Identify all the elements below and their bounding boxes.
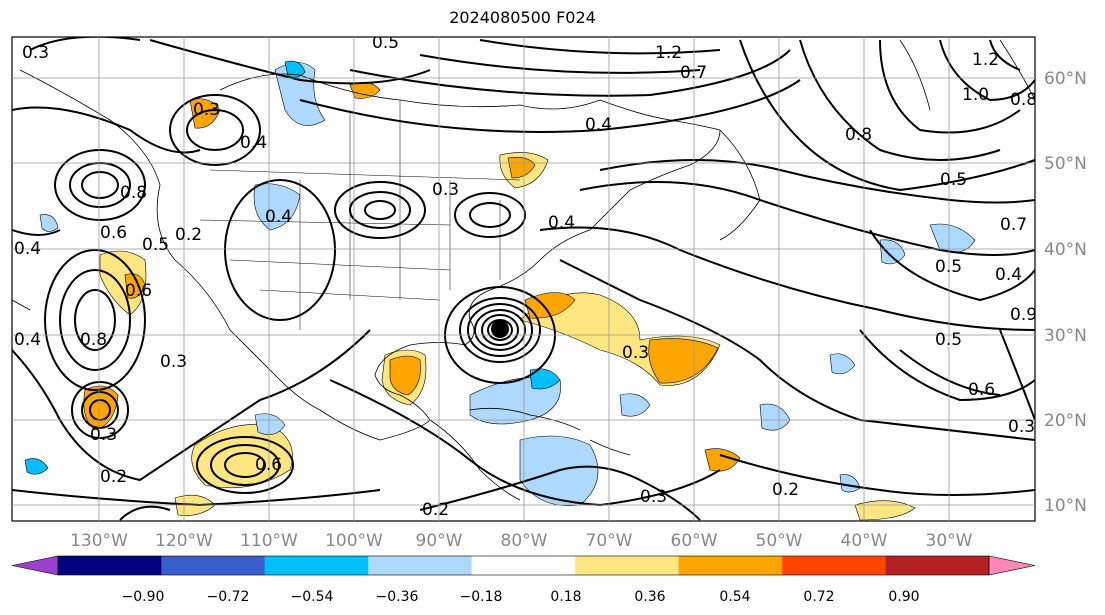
contour-label: 0.4 <box>240 133 267 153</box>
contour-label: 0.4 <box>14 239 41 259</box>
contour-label: 0.6 <box>125 281 152 301</box>
contour-label: 0.2 <box>100 467 127 487</box>
colorbar-segment <box>471 556 576 575</box>
latitude-axis: 60°N 50°N 40°N 30°N 20°N 10°N <box>1044 69 1087 516</box>
colorbar-segment <box>575 556 679 575</box>
colorbar-segment <box>678 556 783 575</box>
contour-label: 0.3 <box>22 43 49 63</box>
colorbar-outline <box>57 555 990 576</box>
lat-label: 30°N <box>1044 326 1087 346</box>
contour-label: 0.6 <box>968 380 995 400</box>
contour-label: 0.3 <box>193 100 220 120</box>
contour-label: 0.3 <box>622 343 649 363</box>
contour-label: 0.7 <box>680 63 707 83</box>
longitude-axis: 130°W 120°W 110°W 100°W 90°W 80°W 70°W 6… <box>70 531 973 551</box>
lon-label: 30°W <box>926 531 973 551</box>
contour-label: 0.4 <box>265 207 292 227</box>
lat-label: 60°N <box>1044 69 1087 89</box>
contour-label: 0.6 <box>255 455 282 475</box>
colorbar-tick-labels: −0.90 −0.72 −0.54 −0.36 −0.18 0.18 0.36 … <box>122 589 920 605</box>
positive-shading <box>83 82 916 521</box>
storm-center-marker <box>491 320 509 338</box>
lon-label: 40°W <box>841 531 888 551</box>
contour-label: 0.4 <box>14 330 41 350</box>
contour-label: 1.2 <box>972 50 999 70</box>
colorbar-segment <box>264 556 369 575</box>
colorbar-tick-label: −0.18 <box>460 589 503 605</box>
contour-label: 0.7 <box>1000 215 1027 235</box>
lon-label: 80°W <box>501 531 548 551</box>
contour-label: 0.4 <box>995 265 1022 285</box>
colorbar-tick-label: −0.36 <box>376 589 419 605</box>
colorbar-arrow-min <box>11 555 59 576</box>
colorbar-tick-label: −0.90 <box>122 589 165 605</box>
contour-label: 0.3 <box>90 425 117 445</box>
contour-label: 0.5 <box>940 170 967 190</box>
colorbar-arrow-max <box>988 555 1036 576</box>
colorbar-tick-label: 0.36 <box>634 589 665 605</box>
lat-label: 50°N <box>1044 154 1087 174</box>
colorbar-segment <box>885 556 989 575</box>
contours <box>12 37 1035 521</box>
contour-label: 0.5 <box>372 33 399 53</box>
contour-label: 0.3 <box>1008 417 1035 437</box>
contour-label: 0.8 <box>120 183 147 203</box>
contour-label: 0.2 <box>175 225 202 245</box>
colorbar <box>11 555 1036 576</box>
map-title: 2024080500 F024 <box>449 8 596 27</box>
colorbar-tick-label: −0.72 <box>207 589 250 605</box>
colorbar-tick-label: 0.18 <box>550 589 581 605</box>
contour-label: 0.5 <box>935 330 962 350</box>
contour-label: 0.3 <box>640 487 667 507</box>
contour-label: 0.2 <box>772 480 799 500</box>
contour-label: 1.0 <box>962 85 989 105</box>
colorbar-segment <box>782 556 886 575</box>
lon-label: 50°W <box>756 531 803 551</box>
colorbar-tick-label: 0.72 <box>803 589 834 605</box>
contour-label: 0.3 <box>432 180 459 200</box>
colorbar-segment <box>368 556 472 575</box>
colorbar-tick-label: −0.54 <box>291 589 334 605</box>
colorbar-segment <box>161 556 265 575</box>
contour-label: 0.6 <box>100 223 127 243</box>
contour-label: 0.5 <box>935 257 962 277</box>
contour-label: 0.8 <box>80 330 107 350</box>
lon-label: 120°W <box>155 531 213 551</box>
lon-label: 110°W <box>240 531 298 551</box>
lon-label: 130°W <box>70 531 128 551</box>
gridlines <box>12 37 1035 521</box>
lon-label: 60°W <box>671 531 718 551</box>
lon-label: 90°W <box>416 531 463 551</box>
lon-label: 70°W <box>586 531 633 551</box>
lat-label: 20°N <box>1044 411 1087 431</box>
contour-label: 0.8 <box>1010 90 1037 110</box>
contour-label: 0.5 <box>142 235 169 255</box>
state-borders <box>199 100 521 330</box>
contour-label-group: 0.3 0.5 1.2 0.7 0.3 0.4 0.8 1.0 1.2 0.4 … <box>14 33 1037 520</box>
colorbar-tick-label: 0.54 <box>719 589 750 605</box>
lat-label: 40°N <box>1044 240 1087 260</box>
contour-label: 0.4 <box>548 213 575 233</box>
contour-label: 0.3 <box>160 352 187 372</box>
contour-label: 0.9 <box>1010 305 1037 325</box>
contour-label: 0.4 <box>585 115 612 135</box>
contour-label: 0.8 <box>845 125 872 145</box>
colorbar-segment <box>58 556 162 575</box>
colorbar-tick-label: 0.90 <box>888 589 919 605</box>
contour-label: 0.2 <box>422 500 449 520</box>
lon-label: 100°W <box>325 531 383 551</box>
lat-label: 10°N <box>1044 496 1087 516</box>
contour-label: 1.2 <box>655 43 682 63</box>
